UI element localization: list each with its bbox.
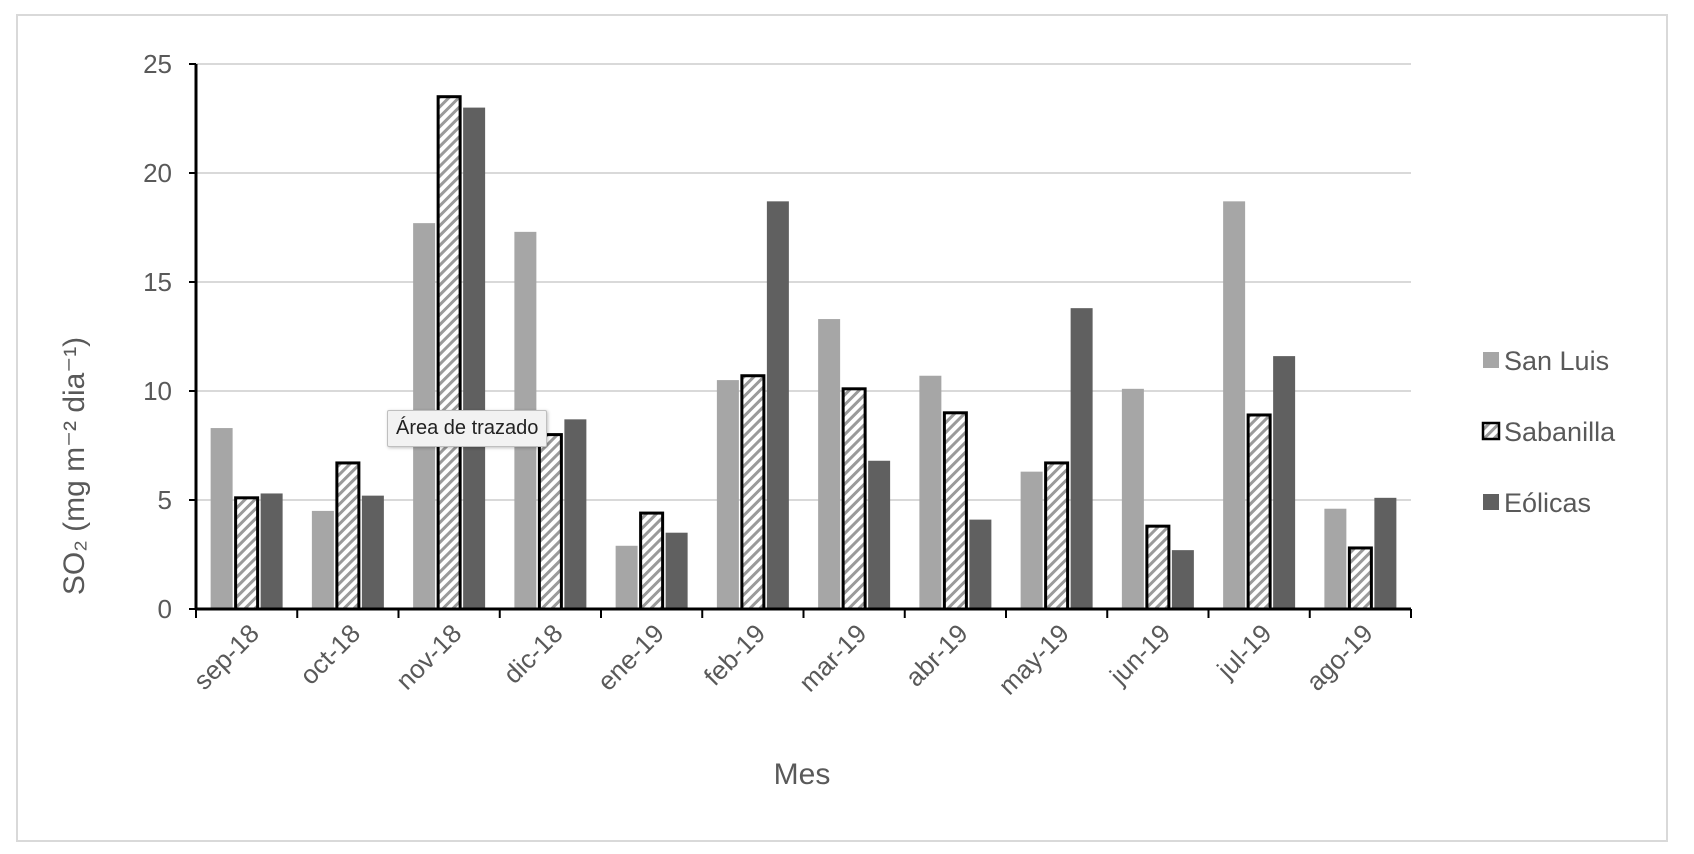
bar-sabanilla-abr-19 xyxy=(942,411,968,611)
legend-swatch-eolicas xyxy=(1483,494,1499,510)
y-tick-label: 15 xyxy=(143,267,172,297)
x-tick-label: abr-19 xyxy=(899,618,973,692)
bar-e-licas-jun-19 xyxy=(1171,550,1194,609)
y-tick-label: 10 xyxy=(143,376,172,406)
bar-e-licas-ene-19 xyxy=(665,532,688,609)
y-axis-title: SO₂ (mg m⁻² dia⁻¹) xyxy=(58,337,91,595)
bar-e-licas-sep-18 xyxy=(260,493,283,609)
bar-sabanilla-jul-19 xyxy=(1246,413,1272,611)
bar-sabanilla-dic-18 xyxy=(537,433,563,611)
bar-e-licas-feb-19 xyxy=(766,201,789,609)
x-tick-label: jun-19 xyxy=(1103,618,1176,691)
y-tick-label: 20 xyxy=(143,158,172,188)
bar-e-licas-abr-19 xyxy=(969,519,992,609)
x-tick-label: feb-19 xyxy=(698,618,771,691)
x-tick-label: mar-19 xyxy=(793,618,872,697)
plot-area-tooltip: Área de trazado xyxy=(387,410,548,447)
bar-e-licas-may-19 xyxy=(1070,308,1093,609)
x-axis-title: Mes xyxy=(774,758,831,791)
bar-e-licas-nov-18 xyxy=(463,107,486,609)
legend-swatch-san-luis xyxy=(1483,352,1499,368)
bar-san-luis-mar-19 xyxy=(818,319,841,609)
y-tick-label: 0 xyxy=(158,594,172,624)
bar-san-luis-may-19 xyxy=(1020,471,1043,609)
bar-san-luis-jun-19 xyxy=(1121,388,1144,609)
x-tick-label: jul-19 xyxy=(1210,618,1277,685)
x-tick-label: oct-18 xyxy=(294,618,366,690)
bar-san-luis-oct-18 xyxy=(311,510,334,609)
x-tick-label: dic-18 xyxy=(497,618,568,689)
bar-sabanilla-ago-19 xyxy=(1347,546,1373,611)
bar-e-licas-ago-19 xyxy=(1374,497,1397,609)
bar-e-licas-oct-18 xyxy=(361,495,384,609)
bar-e-licas-mar-19 xyxy=(868,460,891,609)
bar-san-luis-feb-19 xyxy=(716,380,739,609)
legend: San Luis Sabanilla Eólicas xyxy=(1481,346,1616,518)
legend-label-san-luis: San Luis xyxy=(1504,346,1609,376)
bar-e-licas-jul-19 xyxy=(1273,356,1296,609)
x-tick-label: sep-18 xyxy=(187,618,264,695)
bar-san-luis-jul-19 xyxy=(1223,201,1246,609)
bar-sabanilla-feb-19 xyxy=(740,374,766,611)
bar-sabanilla-sep-18 xyxy=(234,496,260,611)
x-tick-label: ene-19 xyxy=(591,618,669,696)
x-tick-label: may-19 xyxy=(992,618,1075,701)
bar-sabanilla-nov-18 xyxy=(436,95,462,611)
x-tick-label: ago-19 xyxy=(1300,618,1378,696)
y-tick-label: 25 xyxy=(143,49,172,79)
bars xyxy=(210,95,1397,611)
bar-sabanilla-oct-18 xyxy=(335,461,361,611)
legend-label-sabanilla: Sabanilla xyxy=(1504,417,1616,447)
bar-san-luis-ago-19 xyxy=(1324,508,1347,609)
legend-label-eolicas: Eólicas xyxy=(1504,488,1591,518)
bar-sabanilla-jun-19 xyxy=(1145,524,1171,611)
bar-sabanilla-may-19 xyxy=(1044,461,1070,611)
axes xyxy=(189,63,1412,618)
x-tick-label: nov-18 xyxy=(390,618,467,695)
legend-swatch-sabanilla xyxy=(1481,421,1501,441)
gridlines xyxy=(196,63,1411,501)
bar-e-licas-dic-18 xyxy=(564,419,587,609)
bar-san-luis-ene-19 xyxy=(615,545,638,609)
bar-sabanilla-ene-19 xyxy=(639,511,665,611)
bar-sabanilla-mar-19 xyxy=(841,387,867,611)
bar-san-luis-sep-18 xyxy=(210,428,233,609)
bar-san-luis-abr-19 xyxy=(919,375,942,609)
y-tick-label: 5 xyxy=(158,485,172,515)
